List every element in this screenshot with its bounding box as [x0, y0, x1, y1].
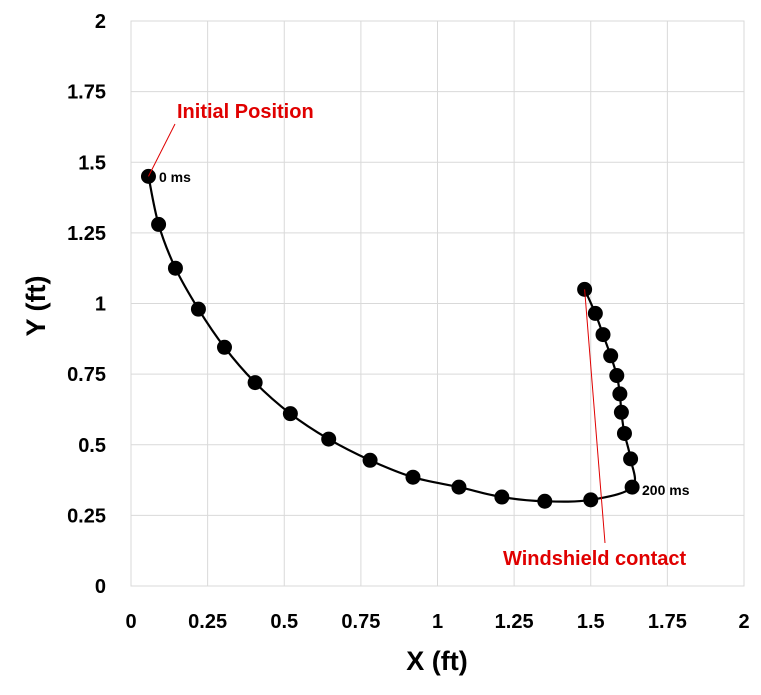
trajectory-line: [147, 176, 637, 503]
x-tick-label: 2: [738, 611, 749, 633]
x-tick-label: 0.5: [270, 611, 298, 633]
data-point: [624, 479, 640, 495]
data-point: [362, 452, 378, 468]
x-tick-label: 1.25: [495, 611, 534, 633]
plot-area: [130, 20, 745, 587]
initial-position-leader-line: [148, 123, 176, 177]
data-point: [537, 493, 553, 509]
windshield-contact-leader-line: [584, 289, 606, 544]
y-tick-label: 0.25: [67, 505, 106, 527]
y-tick-label: 1.25: [67, 223, 106, 245]
data-point: [613, 404, 629, 420]
data-point: [494, 489, 510, 505]
y-tick-label: 1: [95, 294, 106, 316]
data-point: [282, 406, 298, 422]
y-axis-title: Y (ft): [21, 276, 51, 337]
y-tick-label: 0: [95, 576, 106, 598]
x-tick-label: 1.75: [648, 611, 687, 633]
x-axis-ticks: 0 0.25 0.5 0.75 1 1.25 1.5 1.75 2: [125, 611, 749, 633]
y-tick-label: 0.75: [67, 364, 106, 386]
y-axis-ticks: 0 0.25 0.5 0.75 1 1.25 1.5 1.75 2: [67, 11, 106, 598]
data-point: [603, 348, 619, 364]
data-point: [612, 386, 628, 402]
x-tick-label: 0.25: [188, 611, 227, 633]
x-axis-title: X (ft): [406, 646, 467, 676]
data-point: [321, 431, 337, 447]
windshield-contact-label: Windshield contact: [503, 548, 687, 570]
y-tick-label: 1.5: [78, 152, 106, 174]
data-point: [190, 301, 206, 317]
initial-position-label: Initial Position: [177, 101, 314, 123]
start-time-label: 0 ms: [159, 169, 191, 185]
data-point: [167, 260, 183, 276]
x-tick-label: 1.5: [577, 611, 605, 633]
data-point: [609, 368, 625, 384]
x-tick-label: 0.75: [341, 611, 380, 633]
data-point: [405, 469, 421, 485]
x-tick-label: 1: [432, 611, 443, 633]
data-point: [587, 305, 603, 321]
data-point: [451, 479, 467, 495]
y-tick-label: 0.5: [78, 435, 106, 457]
data-point: [623, 451, 639, 467]
data-point: [583, 492, 599, 508]
trajectory-points: [140, 168, 640, 509]
data-point: [216, 339, 232, 355]
y-tick-label: 2: [95, 11, 106, 33]
end-time-label: 200 ms: [642, 482, 690, 498]
data-point: [247, 375, 263, 391]
data-point: [151, 216, 167, 232]
data-point: [616, 425, 632, 441]
data-point: [595, 327, 611, 343]
x-tick-label: 0: [125, 611, 136, 633]
y-tick-label: 1.75: [67, 82, 106, 104]
